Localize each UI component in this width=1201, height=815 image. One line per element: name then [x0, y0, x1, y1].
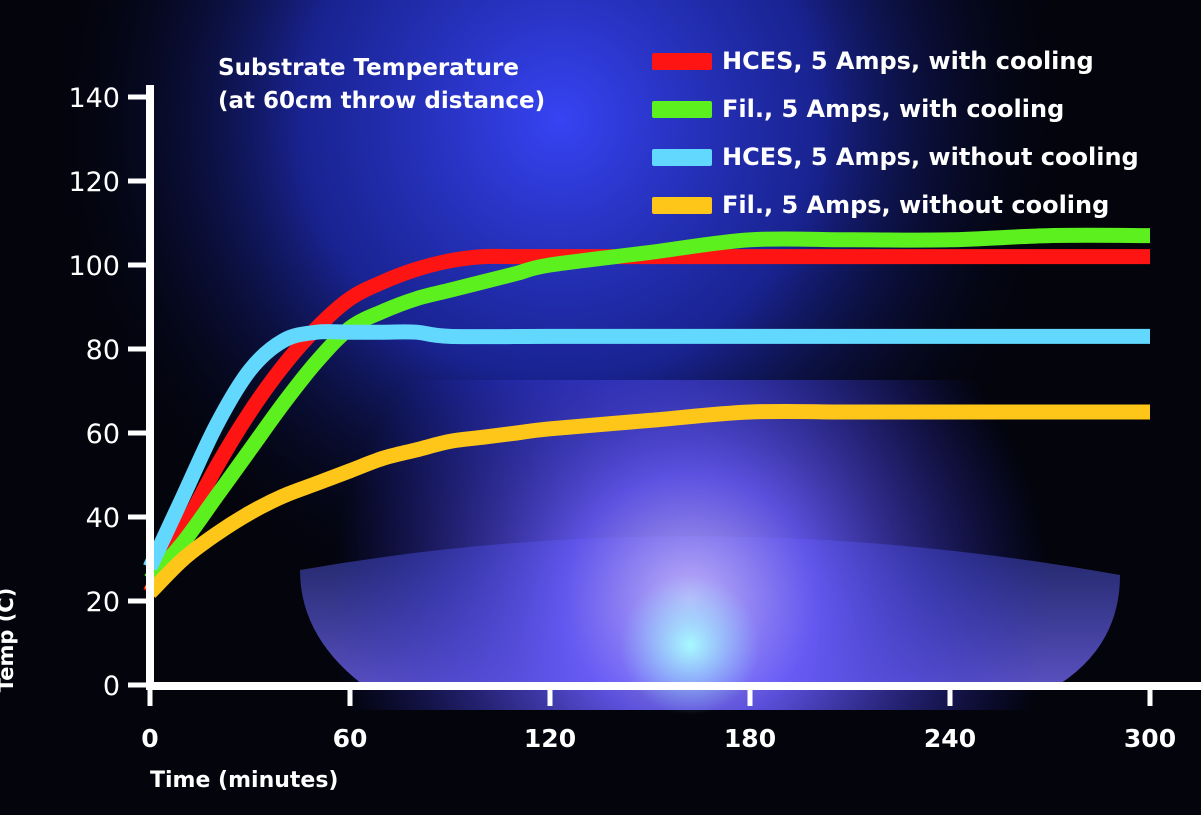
- legend-swatch-cyan: [652, 148, 712, 166]
- series-line-0: [143, 248, 1150, 597]
- legend-item-hces-cooling: HCES, 5 Amps, with cooling: [652, 37, 1139, 85]
- y-tick-label: 140: [68, 83, 120, 114]
- legend-label: Fil., 5 Amps, with cooling: [722, 95, 1065, 123]
- y-tick-label: 120: [68, 167, 120, 198]
- series-line-2: [143, 324, 1150, 571]
- y-axis-label: Temp (C): [0, 587, 18, 693]
- y-tick-label: 60: [86, 419, 120, 450]
- x-axis-label: Time (minutes): [150, 768, 339, 793]
- legend-swatch-yellow: [652, 196, 712, 214]
- legend-label: HCES, 5 Amps, with cooling: [722, 47, 1094, 75]
- x-tick-label: 120: [524, 724, 576, 753]
- legend-swatch-red: [652, 52, 712, 70]
- legend-item-fil-cooling: Fil., 5 Amps, with cooling: [652, 85, 1139, 133]
- series-line-1: [144, 227, 1151, 586]
- tick-layer: 0 20 40 60 80 100 120 140 0 60 120 180 240 300: [68, 83, 1176, 753]
- x-tick-label: 0: [141, 724, 158, 753]
- legend-label: Fil., 5 Amps, without cooling: [722, 191, 1110, 219]
- legend-swatch-green: [652, 100, 712, 118]
- y-tick-label: 100: [68, 251, 120, 282]
- series-layer: [143, 227, 1151, 598]
- series-line-3: [144, 403, 1150, 598]
- legend-label: HCES, 5 Amps, without cooling: [722, 143, 1139, 171]
- y-tick-label: 40: [86, 503, 120, 534]
- x-tick-label: 300: [1124, 724, 1176, 753]
- legend-item-fil-no-cooling: Fil., 5 Amps, without cooling: [652, 181, 1139, 229]
- x-tick-label: 180: [724, 724, 776, 753]
- legend-item-hces-no-cooling: HCES, 5 Amps, without cooling: [652, 133, 1139, 181]
- legend: HCES, 5 Amps, with cooling Fil., 5 Amps,…: [652, 37, 1139, 229]
- y-tick-label: 0: [103, 671, 120, 702]
- chart-title-line-1: Substrate Temperature: [218, 55, 519, 81]
- y-tick-label: 20: [86, 587, 120, 618]
- chart-title-line-2: (at 60cm throw distance): [218, 88, 546, 114]
- y-tick-label: 80: [86, 335, 120, 366]
- x-tick-label: 60: [333, 724, 368, 753]
- x-tick-label: 240: [924, 724, 976, 753]
